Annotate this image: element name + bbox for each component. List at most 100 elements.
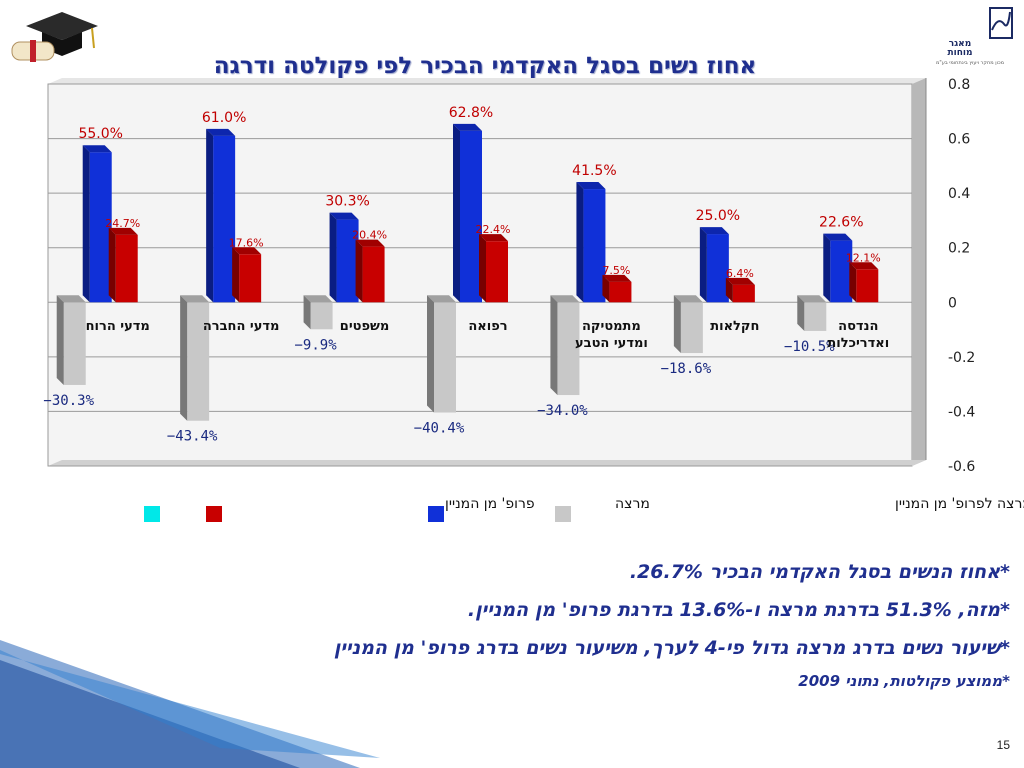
bar-professor-side	[479, 234, 486, 303]
logo-name: מאגר מוחות	[938, 40, 982, 58]
data-label-lecturer: 61.0%	[202, 110, 246, 126]
bar-gap	[680, 302, 703, 354]
bar-professor-top	[725, 277, 755, 285]
legend-lecturer-swatch	[428, 506, 444, 522]
legend-gap-swatch	[555, 506, 571, 522]
y-tick-label: -0.6	[948, 459, 975, 475]
data-label-gap: −10.5%	[784, 339, 835, 355]
legend-lecturer-label: מרצה	[615, 496, 650, 512]
category-label: ומדעי הטבע	[575, 336, 648, 351]
bar-professor	[732, 284, 755, 303]
bar-lecturer-side	[329, 212, 337, 303]
legend-gap-label: הפער בין מרצה לפרופ' מן המניין	[895, 496, 1024, 512]
bar-gap-side	[303, 295, 311, 330]
legend-professor-label: פרופ' מן המניין	[445, 496, 535, 512]
y-tick-label: -0.2	[948, 350, 975, 366]
data-label-professor: 12.1%	[846, 251, 881, 264]
category-label: הנדסה	[838, 319, 878, 334]
bar-lecturer-top	[82, 145, 112, 153]
bar-lecturer-side	[823, 233, 831, 303]
data-label-lecturer: 22.6%	[819, 215, 863, 231]
bar-professor-side	[232, 247, 240, 303]
data-label-gap: −18.6%	[661, 361, 712, 377]
bar-lecturer-side	[453, 123, 460, 303]
bar-lecturer-side	[699, 227, 707, 303]
category-label: מתמטיקה	[582, 319, 641, 334]
bar-lecturer-top	[576, 182, 606, 190]
bar-professor-side	[849, 262, 857, 303]
bar-gap-top	[673, 295, 703, 303]
data-label-lecturer: 41.5%	[572, 163, 616, 179]
bar-gap	[63, 302, 86, 385]
bar-lecturer	[830, 240, 853, 303]
y-tick-label: -0.4	[948, 404, 975, 420]
legend-extra-swatch	[144, 506, 160, 522]
bar-gap-side	[56, 295, 64, 385]
bar-professor	[609, 281, 632, 303]
bar-lecturer	[583, 189, 606, 303]
data-label-professor: 22.4%	[476, 223, 511, 236]
bar-professor-top	[479, 234, 508, 242]
note-line-2: *מזה, 51.3% בדרגת מרצה ו-13.6% בדרגת פרו…	[467, 599, 1010, 621]
data-label-gap: −43.4%	[167, 429, 218, 445]
bar-lecturer	[460, 130, 482, 303]
logo-name-line-1: מאגר	[948, 39, 972, 49]
y-tick-label: 0	[948, 295, 957, 311]
category-label: ואדריכלות	[827, 336, 889, 351]
data-label-professor: 20.4%	[352, 229, 387, 242]
bar-lecturer-top	[453, 123, 482, 131]
data-label-lecturer: 30.3%	[325, 194, 369, 210]
y-tick-label: 0.8	[948, 77, 970, 93]
bar-gap	[804, 302, 827, 331]
bar-professor-side	[725, 277, 733, 303]
bar-lecturer-top	[699, 227, 729, 235]
bar-gap-top	[180, 295, 210, 303]
data-label-professor: 7.5%	[602, 264, 630, 277]
note-line-4: *ממוצע פקולטות, נתוני 2009	[798, 672, 1010, 690]
data-label-professor: 6.4%	[726, 267, 754, 280]
bar-professor-top	[602, 274, 632, 282]
logo-icon	[989, 7, 1013, 39]
chart-top-edge	[48, 78, 926, 84]
data-label-professor: 24.7%	[105, 217, 140, 230]
bar-lecturer-side	[82, 145, 90, 303]
bar-lecturer-side	[206, 128, 214, 303]
bar-lecturer-top	[823, 233, 853, 241]
bar-gap	[557, 302, 580, 396]
data-label-lecturer: 62.8%	[449, 105, 493, 121]
data-label-professor: 17.6%	[229, 236, 264, 249]
bar-lecturer-top	[329, 212, 359, 220]
bar-gap-side	[797, 295, 805, 331]
bar-gap	[434, 302, 456, 413]
bar-gap	[187, 302, 210, 421]
legend-professor-swatch	[206, 506, 222, 522]
bar-gap-side	[550, 295, 558, 396]
chart-floor	[48, 460, 926, 466]
y-tick-label: 0.4	[948, 186, 970, 202]
bar-professor-side	[602, 274, 610, 303]
bar-professor-top	[849, 262, 879, 270]
chart-side-wall	[912, 78, 926, 466]
bar-gap-side	[427, 295, 434, 413]
bar-lecturer-side	[576, 182, 584, 303]
category-label: חקלאות	[710, 319, 759, 334]
y-tick-label: 0.6	[948, 132, 970, 148]
bar-professor-top	[108, 227, 138, 235]
note-line-1: *אחוז הנשים בסגל האקדמי הבכיר 26.7%.	[629, 561, 1010, 583]
data-label-gap: −9.9%	[294, 337, 337, 353]
bar-professor	[362, 246, 385, 303]
data-label-lecturer: 25.0%	[696, 208, 740, 224]
bar-gap-top	[550, 295, 580, 303]
y-tick-label: 0.2	[948, 241, 970, 257]
bar-professor-top	[232, 247, 262, 255]
bar-professor-side	[355, 239, 363, 303]
logo-tagline: מכון מחקר ויעוץ בינתחומי בע"מ	[936, 60, 1004, 66]
bar-gap-top	[56, 295, 86, 303]
data-label-gap: −30.3%	[43, 393, 94, 409]
data-label-gap: −34.0%	[537, 403, 588, 419]
graduation-cap-icon	[11, 12, 98, 62]
bar-gap	[310, 302, 333, 330]
bar-lecturer	[706, 234, 729, 303]
note-line-3: *שיעור נשים בדרג מרצה גדול פי-4 לערך, מש…	[333, 637, 1010, 659]
bar-professor-side	[108, 227, 116, 303]
